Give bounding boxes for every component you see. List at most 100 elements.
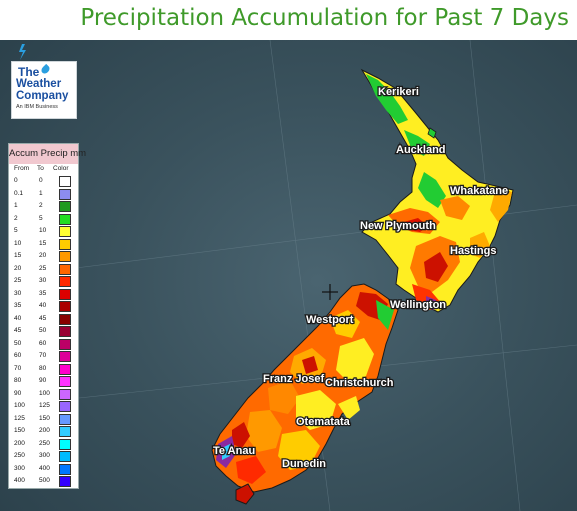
legend-to-value: 0 bbox=[39, 177, 43, 184]
city-label-franz-josef: Franz Josef bbox=[263, 373, 324, 385]
legend-row: 125 150 bbox=[9, 413, 78, 426]
legend-to-value: 45 bbox=[39, 314, 47, 322]
legend-from-value: 80 bbox=[14, 377, 22, 384]
legend-to-value: 80 bbox=[39, 364, 47, 372]
legend-color-swatch bbox=[59, 451, 71, 462]
legend-to-value: 10 bbox=[39, 227, 47, 234]
legend-title: Accum Precip mm bbox=[9, 144, 86, 164]
legend-color-swatch bbox=[59, 251, 71, 262]
legend-to-value: 50 bbox=[39, 327, 47, 334]
city-label-whakatane: Whakatane bbox=[450, 185, 508, 197]
legend-color-swatch bbox=[59, 388, 71, 400]
legend-row: 150 200 bbox=[9, 425, 78, 438]
legend-color-swatch bbox=[59, 276, 71, 287]
legend-row: 0.1 1 bbox=[9, 188, 78, 201]
city-label-dunedin: Dunedin bbox=[282, 458, 326, 470]
legend-header-from: From bbox=[14, 165, 30, 172]
legend-to-value: 125 bbox=[39, 402, 50, 409]
legend-to-value: 35 bbox=[39, 289, 47, 297]
legend-color-swatch bbox=[59, 413, 71, 425]
legend-from-value: 125 bbox=[14, 414, 25, 422]
legend-row: 70 80 bbox=[9, 363, 78, 376]
legend-from-value: 2 bbox=[14, 214, 18, 222]
legend-to-value: 300 bbox=[39, 452, 50, 459]
legend-from-value: 150 bbox=[14, 427, 25, 434]
legend-from-value: 45 bbox=[14, 327, 22, 334]
legend-to-value: 2 bbox=[39, 202, 43, 209]
legend-from-value: 300 bbox=[14, 464, 25, 472]
legend-color-swatch bbox=[59, 363, 71, 375]
legend-to-value: 30 bbox=[39, 277, 47, 284]
precip-legend: Accum Precip mm From To Color 0 0 0.1 1 1 2 2 5… bbox=[8, 143, 86, 489]
legend-to-value: 90 bbox=[39, 377, 47, 384]
legend-row: 80 90 bbox=[9, 375, 78, 388]
legend-color-swatch bbox=[59, 238, 71, 250]
legend-row: 300 400 bbox=[9, 463, 78, 476]
legend-row: 30 35 bbox=[9, 288, 78, 301]
legend-from-value: 35 bbox=[14, 302, 22, 309]
legend-color-swatch bbox=[59, 313, 71, 325]
legend-from-value: 5 bbox=[14, 227, 18, 234]
legend-row: 90 100 bbox=[9, 388, 78, 401]
legend-row: 45 50 bbox=[9, 325, 78, 338]
legend-from-value: 250 bbox=[14, 452, 25, 459]
legend-row: 20 25 bbox=[9, 263, 78, 276]
legend-row: 5 10 bbox=[9, 225, 78, 238]
legend-to-value: 150 bbox=[39, 414, 50, 422]
lightning-icon bbox=[19, 44, 26, 60]
legend-color-swatch bbox=[59, 188, 71, 200]
legend-color-swatch bbox=[59, 438, 71, 450]
legend-from-value: 60 bbox=[14, 352, 22, 359]
legend-row: 100 125 bbox=[9, 400, 78, 413]
legend-row: 250 300 bbox=[9, 450, 78, 463]
legend-color-swatch bbox=[59, 463, 71, 475]
city-label-wellington: Wellington bbox=[390, 299, 446, 311]
city-label-kerikeri: Kerikeri bbox=[378, 86, 419, 98]
legend-to-value: 400 bbox=[39, 464, 50, 472]
stewart-island bbox=[235, 483, 255, 505]
legend-from-value: 10 bbox=[14, 239, 22, 247]
north-island bbox=[360, 68, 514, 313]
title-bar: Precipitation Accumulation for Past 7 Da… bbox=[0, 0, 577, 40]
legend-from-value: 1 bbox=[14, 202, 18, 209]
water-drop-icon bbox=[39, 63, 52, 76]
legend-from-value: 90 bbox=[14, 389, 22, 397]
legend-row: 10 15 bbox=[9, 238, 78, 251]
legend-to-value: 100 bbox=[39, 389, 50, 397]
legend-from-value: 50 bbox=[14, 339, 22, 347]
legend-row: 400 500 bbox=[9, 475, 78, 488]
legend-from-value: 0.1 bbox=[14, 189, 24, 197]
legend-from-value: 40 bbox=[14, 314, 22, 322]
legend-to-value: 70 bbox=[39, 352, 47, 359]
city-label-christchurch: Christchurch bbox=[325, 377, 394, 389]
legend-to-value: 20 bbox=[39, 252, 47, 259]
legend-to-value: 250 bbox=[39, 439, 50, 447]
legend-color-swatch bbox=[59, 401, 71, 412]
legend-color-swatch bbox=[59, 176, 71, 187]
precipitation-map[interactable]: Kerikeri Auckland Whakatane New Plymouth… bbox=[0, 40, 577, 511]
logo-tagline: An IBM Business bbox=[16, 104, 58, 110]
legend-color-swatch bbox=[59, 263, 71, 275]
great-barrier-island bbox=[427, 127, 437, 139]
legend-to-value: 500 bbox=[39, 477, 50, 484]
city-label-otematata: Otematata bbox=[296, 416, 351, 428]
legend-from-value: 400 bbox=[14, 477, 25, 484]
legend-header-to: To bbox=[37, 165, 44, 172]
legend-to-value: 60 bbox=[39, 339, 47, 347]
legend-color-swatch bbox=[59, 338, 71, 350]
legend-from-value: 200 bbox=[14, 439, 25, 447]
legend-to-value: 15 bbox=[39, 239, 47, 247]
legend-color-swatch bbox=[59, 226, 71, 237]
legend-from-value: 70 bbox=[14, 364, 22, 372]
legend-to-value: 5 bbox=[39, 214, 43, 222]
legend-from-value: 25 bbox=[14, 277, 22, 284]
legend-color-swatch bbox=[59, 213, 71, 225]
legend-row: 35 40 bbox=[9, 300, 78, 313]
crosshair-icon bbox=[322, 284, 338, 300]
legend-row: 60 70 bbox=[9, 350, 78, 363]
legend-from-value: 100 bbox=[14, 402, 25, 409]
legend-from-value: 15 bbox=[14, 252, 22, 259]
logo-line-2: Weather bbox=[16, 78, 62, 90]
legend-header-color: Color bbox=[53, 165, 69, 172]
